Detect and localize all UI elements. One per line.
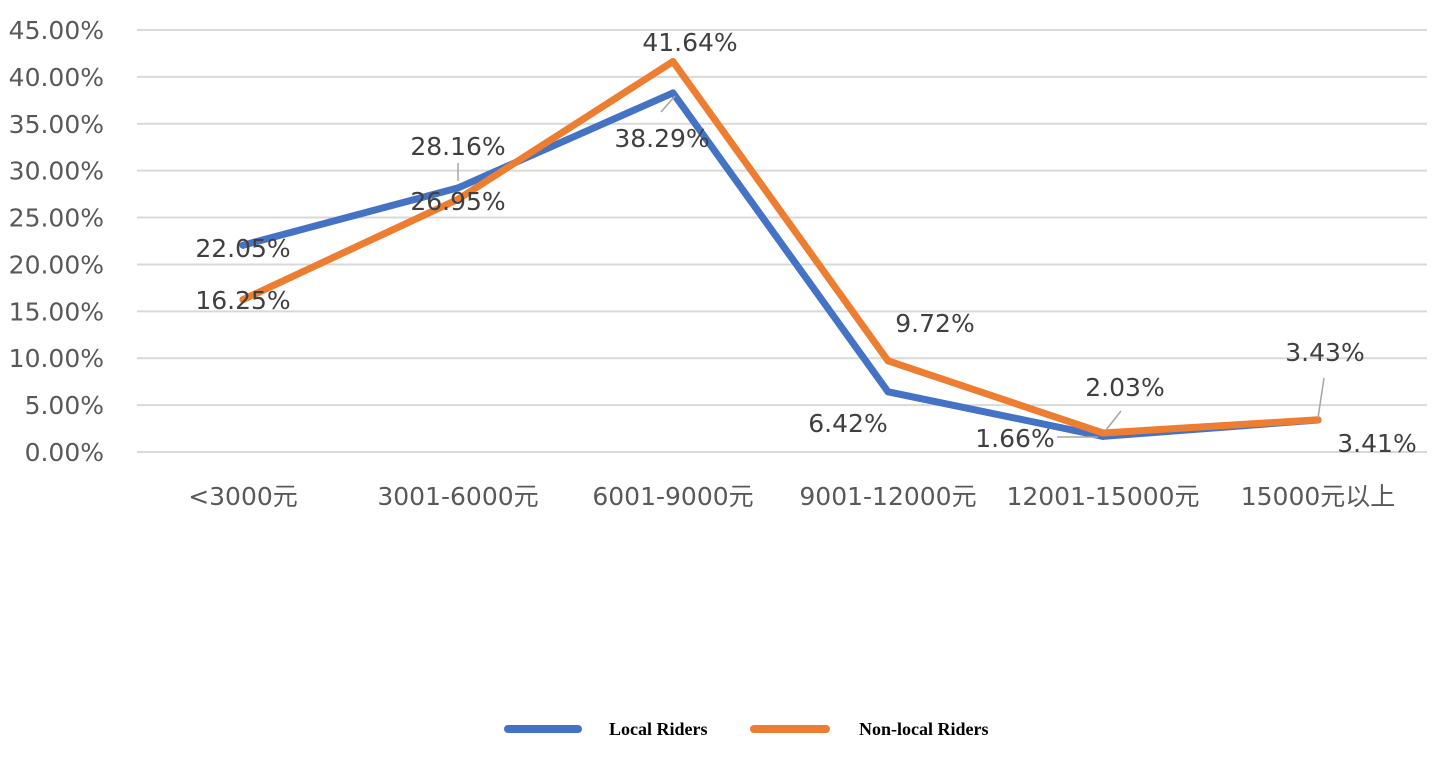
y-tick-label: 20.00% [9, 250, 104, 279]
label-leader-line [1317, 377, 1325, 419]
y-tick-label: 15.00% [9, 297, 104, 326]
x-tick-label: 9001-12000元 [799, 482, 976, 511]
data-point-non-local-riders [1099, 429, 1107, 437]
data-point-local-riders [239, 241, 247, 249]
x-axis-tick-labels: <3000元 3001-6000元 6001-9000元 9001-12000元 120… [188, 482, 1395, 511]
y-tick-label: 35.00% [9, 110, 104, 139]
y-tick-label: 25.00% [9, 204, 104, 233]
label-leader-line [660, 95, 676, 113]
series-lines [239, 58, 1322, 440]
data-point-non-local-riders [239, 296, 247, 304]
data-labels: 22.05% 28.16% 38.29% 6.42% 1.66% 3.41% 16.25% 2… [195, 28, 1416, 458]
data-label-local-riders: 38.29% [614, 124, 709, 153]
data-label-local-riders: 6.42% [808, 409, 887, 438]
y-tick-label: 0.00% [25, 438, 104, 467]
x-tick-label: 3001-6000元 [377, 482, 538, 511]
series-line-non-local-riders [239, 58, 1322, 437]
data-point-non-local-riders [1314, 416, 1322, 424]
data-label-local-riders: 28.16% [410, 132, 505, 161]
data-label-non-local-riders: 26.95% [410, 187, 505, 216]
x-tick-label: 12001-15000元 [1006, 482, 1199, 511]
x-tick-label: <3000元 [188, 482, 298, 511]
data-point-non-local-riders [669, 58, 677, 66]
x-tick-label: 15000元以上 [1241, 482, 1396, 511]
legend: Local Riders Non-local Riders [504, 719, 989, 739]
data-label-local-riders: 22.05% [195, 234, 290, 263]
data-label-non-local-riders: 3.43% [1285, 338, 1364, 367]
y-tick-label: 5.00% [25, 391, 104, 420]
legend-label-local-riders: Local Riders [609, 719, 708, 739]
y-tick-label: 30.00% [9, 157, 104, 186]
y-tick-label: 40.00% [9, 63, 104, 92]
legend-label-non-local-riders: Non-local Riders [859, 719, 989, 739]
y-axis-tick-labels: 0.00% 5.00% 10.00% 15.00% 20.00% 25.00% 30.00%… [9, 16, 104, 467]
y-tick-label: 10.00% [9, 344, 104, 373]
data-point-local-riders [454, 184, 462, 192]
data-point-local-riders [884, 388, 892, 396]
x-tick-label: 6001-9000元 [592, 482, 753, 511]
data-label-local-riders: 3.41% [1337, 429, 1416, 458]
label-leader-lines [457, 95, 1325, 438]
data-point-local-riders [669, 89, 677, 97]
data-point-non-local-riders [454, 195, 462, 203]
data-label-local-riders: 1.66% [975, 424, 1054, 453]
data-label-non-local-riders: 9.72% [895, 309, 974, 338]
data-label-non-local-riders: 41.64% [642, 28, 737, 57]
label-leader-line [1105, 410, 1122, 431]
data-point-non-local-riders [884, 357, 892, 365]
data-label-non-local-riders: 16.25% [195, 286, 290, 315]
y-tick-label: 45.00% [9, 16, 104, 45]
data-label-non-local-riders: 2.03% [1085, 373, 1164, 402]
